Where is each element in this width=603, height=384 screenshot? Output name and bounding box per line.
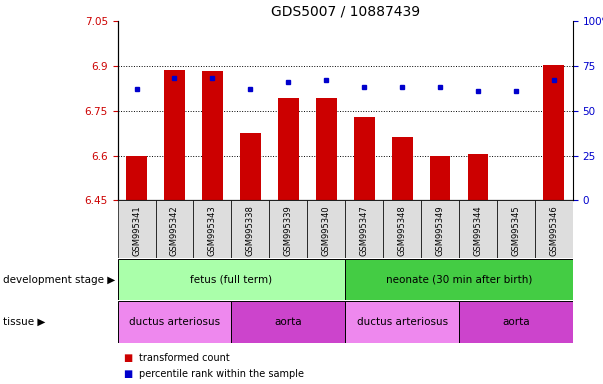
- Text: GSM995345: GSM995345: [511, 205, 520, 256]
- Bar: [118, 301, 232, 343]
- Text: neonate (30 min after birth): neonate (30 min after birth): [386, 275, 532, 285]
- Bar: [429, 156, 450, 200]
- Bar: [118, 200, 156, 258]
- Text: ductus arteriosus: ductus arteriosus: [129, 317, 220, 327]
- Text: development stage ▶: development stage ▶: [3, 275, 115, 285]
- Bar: [354, 118, 374, 200]
- Bar: [126, 156, 147, 200]
- Text: GSM995342: GSM995342: [170, 205, 179, 256]
- Bar: [345, 301, 459, 343]
- Bar: [194, 200, 232, 258]
- Text: percentile rank within the sample: percentile rank within the sample: [139, 369, 304, 379]
- Text: tissue ▶: tissue ▶: [3, 317, 45, 327]
- Text: GSM995347: GSM995347: [359, 205, 368, 256]
- Bar: [459, 301, 573, 343]
- Text: GSM995340: GSM995340: [322, 205, 331, 256]
- Bar: [278, 98, 298, 200]
- Bar: [459, 200, 497, 258]
- Bar: [202, 71, 223, 200]
- Text: GSM995341: GSM995341: [132, 205, 141, 256]
- Bar: [543, 65, 564, 200]
- Bar: [497, 200, 535, 258]
- Text: fetus (full term): fetus (full term): [191, 275, 273, 285]
- Text: GSM995343: GSM995343: [208, 205, 217, 256]
- Title: GDS5007 / 10887439: GDS5007 / 10887439: [271, 4, 420, 18]
- Bar: [308, 200, 345, 258]
- Bar: [345, 200, 383, 258]
- Bar: [270, 200, 308, 258]
- Bar: [535, 200, 573, 258]
- Bar: [240, 133, 261, 200]
- Bar: [118, 259, 345, 300]
- Text: ■: ■: [124, 353, 136, 363]
- Text: transformed count: transformed count: [139, 353, 229, 363]
- Bar: [383, 200, 421, 258]
- Bar: [392, 137, 412, 200]
- Text: aorta: aorta: [274, 317, 302, 327]
- Bar: [164, 70, 185, 200]
- Bar: [467, 154, 488, 200]
- Bar: [345, 259, 573, 300]
- Bar: [156, 200, 194, 258]
- Text: GSM995349: GSM995349: [435, 205, 444, 256]
- Text: GSM995338: GSM995338: [246, 205, 255, 256]
- Text: ductus arteriosus: ductus arteriosus: [356, 317, 447, 327]
- Text: ■: ■: [124, 369, 136, 379]
- Text: GSM995346: GSM995346: [549, 205, 558, 256]
- Text: GSM995344: GSM995344: [473, 205, 482, 256]
- Text: aorta: aorta: [502, 317, 530, 327]
- Bar: [232, 301, 345, 343]
- Text: GSM995348: GSM995348: [397, 205, 406, 256]
- Text: GSM995339: GSM995339: [284, 205, 293, 256]
- Bar: [232, 200, 270, 258]
- Bar: [421, 200, 459, 258]
- Bar: [316, 98, 336, 200]
